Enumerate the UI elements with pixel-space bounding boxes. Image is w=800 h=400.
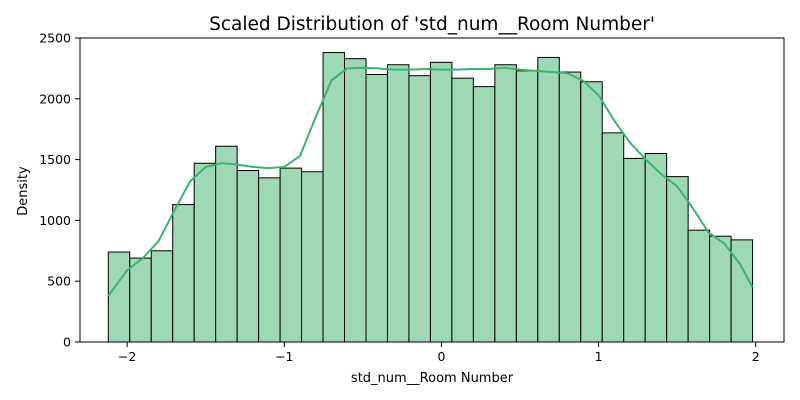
kde-curve <box>107 66 754 297</box>
histogram-bar <box>365 73 388 343</box>
x-axis-ticks: −2 −1 0 1 2 <box>118 342 760 364</box>
histogram-bar <box>344 58 367 343</box>
histogram-bar <box>301 171 324 343</box>
histogram-bar <box>129 257 152 343</box>
x-tick-label: −2 <box>118 349 136 364</box>
histogram-bar <box>601 132 625 343</box>
histogram-bar <box>666 176 689 343</box>
histogram-bar <box>236 170 260 343</box>
x-tick-label: 2 <box>752 349 760 364</box>
histogram-bar <box>429 61 453 343</box>
y-tick-label: 1000 <box>39 213 71 228</box>
histogram-bar <box>687 229 711 343</box>
histogram-bar <box>644 153 668 343</box>
histogram-bar <box>279 167 303 343</box>
histogram-bar <box>558 71 582 343</box>
y-tick-label: 1500 <box>39 152 71 167</box>
histogram-bar <box>580 81 603 343</box>
y-tick-label: 500 <box>47 274 71 289</box>
x-tick-label: −1 <box>275 349 293 364</box>
histogram-bar <box>494 64 517 343</box>
histogram-bars <box>107 52 754 343</box>
histogram-bar <box>472 86 496 343</box>
histogram-bar <box>537 56 560 343</box>
x-tick-label: 1 <box>595 349 603 364</box>
histogram-bar <box>322 52 346 343</box>
histogram-bar <box>107 251 131 343</box>
histogram-bar <box>150 250 174 343</box>
histogram-bar <box>258 177 281 343</box>
histogram-bar <box>515 70 539 343</box>
chart-title: Scaled Distribution of 'std_num__Room Nu… <box>209 14 655 35</box>
y-tick-label: 2500 <box>39 31 71 46</box>
y-axis-label: Density <box>16 166 31 216</box>
histogram-bar <box>172 204 195 343</box>
histogram-bar <box>623 157 646 343</box>
histogram-bar <box>386 64 410 343</box>
x-tick-label: 0 <box>437 349 445 364</box>
y-tick-label: 2000 <box>39 91 71 106</box>
y-axis-ticks: 0 500 1000 1500 2000 2500 <box>39 31 80 350</box>
histogram-bar <box>193 162 217 343</box>
x-axis-label: std_num__Room Number <box>351 371 514 386</box>
histogram-bar <box>451 77 474 343</box>
histogram-bar <box>215 145 238 343</box>
histogram-bar <box>709 235 732 343</box>
histogram-bar <box>408 75 431 343</box>
plot-frame <box>79 37 785 343</box>
y-tick-label: 0 <box>63 335 71 350</box>
